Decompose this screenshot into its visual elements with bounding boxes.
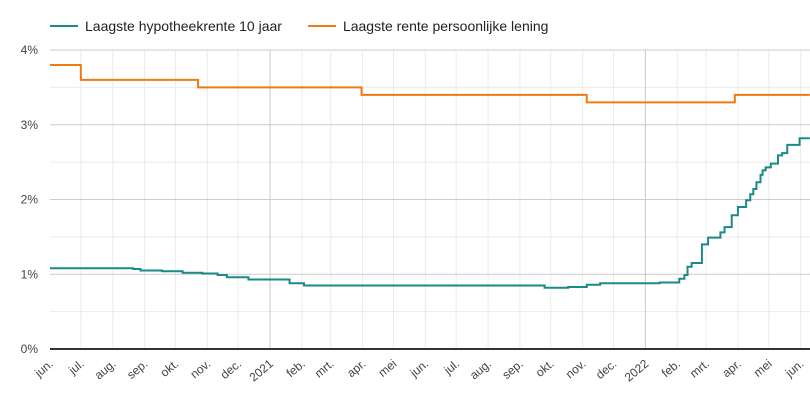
y-tick-label: 3% [21,118,39,132]
y-tick-label: 2% [21,193,39,207]
x-tick-label: aug. [467,357,494,383]
x-tick-label: sep. [499,357,525,382]
x-tick-label: okt. [158,357,182,380]
x-tick-label: mrt. [687,357,712,381]
y-tick-label: 1% [21,267,39,281]
x-tick-label: apr. [344,357,368,381]
x-tick-label: jul. [441,357,463,378]
legend-label-mortgage: Laagste hypotheekrente 10 jaar [85,18,282,34]
legend-item-mortgage[interactable]: Laagste hypotheekrente 10 jaar [50,18,282,34]
x-tick-label: sep. [124,357,150,382]
x-tick-label: jun. [782,357,807,381]
x-tick-label: okt. [533,357,557,380]
x-tick-label: aug. [92,357,119,383]
x-tick-label: dec. [218,357,244,382]
x-tick-label: nov. [188,357,214,382]
y-tick-label: 0% [21,342,39,356]
y-tick-label: 4% [21,43,39,57]
x-tick-label: 2021 [247,356,277,384]
x-tick-label: jun. [31,357,56,381]
x-tick-label: apr. [719,357,743,381]
legend-swatch-loan [307,25,336,27]
x-tick-label: mrt. [312,357,337,381]
x-tick-label: feb. [659,357,683,381]
x-tick-label: nov. [563,357,589,382]
legend-item-loan[interactable]: Laagste rente persoonlijke lening [307,18,549,34]
legend: Laagste hypotheekrente 10 jaar Laagste r… [50,18,548,34]
x-tick-label: 2022 [622,356,652,384]
x-tick-label: feb. [284,357,308,381]
x-tick-label: jun. [407,357,432,381]
legend-swatch-mortgage [50,25,78,27]
series-line-loan [50,63,810,104]
x-tick-label: mei [376,357,400,380]
series-line-mortgage [50,137,810,289]
legend-label-loan: Laagste rente persoonlijke lening [342,18,549,34]
x-tick-label: dec. [593,357,619,382]
x-tick-label: mei [751,357,775,380]
x-tick-label: jul. [65,357,87,378]
